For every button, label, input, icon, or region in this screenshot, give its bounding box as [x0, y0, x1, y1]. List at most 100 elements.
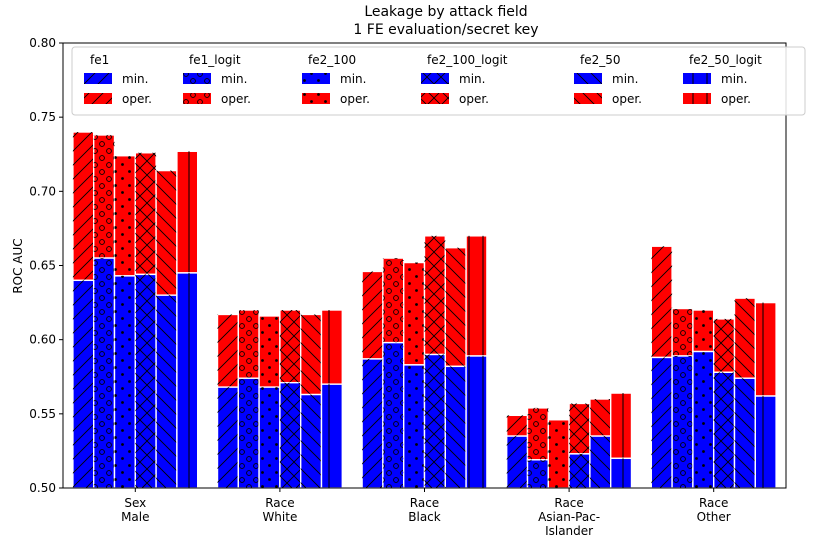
legend-series-fe2-50-logit: fe2_50_logit [689, 53, 762, 67]
bar-oper-hatch-fe2-100-logit-4 [713, 318, 735, 373]
y-tick-label: 0.60 [29, 333, 56, 347]
bar-oper-hatch-fe2-50-logit-4 [755, 302, 777, 397]
x-tick-label: Black [408, 510, 441, 524]
legend-series-fe2-100: fe2_100 [308, 53, 356, 67]
chart-title: Leakage by attack field [364, 4, 527, 20]
legend-label-fe2-100-logit-0: min. [459, 72, 485, 86]
bar-oper-hatch-fe2-100-logit-2 [424, 235, 446, 355]
bar-min-hatch-fe2-50-logit-3 [610, 458, 632, 488]
x-tick-label: Other [697, 510, 731, 524]
bar-min-hatch-fe1-0 [72, 280, 94, 488]
legend-swatch-hatch-fe2-100-logit-1 [421, 93, 449, 104]
y-tick-label: 0.55 [29, 407, 56, 421]
legend-label-fe1-logit-0: min. [221, 72, 247, 86]
y-axis-label: ROC AUC [11, 238, 25, 293]
bar-oper-hatch-fe2-100-2 [403, 262, 425, 365]
bar-min-hatch-fe2-50-logit-0 [176, 272, 198, 488]
legend-swatch-hatch-fe2-100-0 [302, 73, 330, 84]
x-tick-label: Asian-Pac- [538, 510, 600, 524]
legend-swatch-hatch-fe1-1 [84, 93, 112, 104]
bar-oper-hatch-fe2-100-0 [114, 155, 136, 276]
bar-oper-hatch-fe1-3 [506, 415, 528, 437]
bar-min-hatch-fe2-50-2 [445, 366, 467, 488]
legend-swatch-hatch-fe1-0 [84, 73, 112, 84]
bar-oper-hatch-fe1-0 [72, 132, 94, 281]
bar-min-hatch-fe2-100-logit-2 [424, 354, 446, 488]
x-tick-label: Race [265, 496, 294, 510]
bar-min-hatch-fe2-100-2 [403, 364, 425, 488]
bar-min-hatch-fe2-100-4 [692, 351, 714, 488]
legend-label-fe2-100-1: oper. [340, 92, 370, 106]
bar-min-hatch-fe1-3 [506, 436, 528, 488]
bar-min-hatch-fe2-50-logit-2 [466, 355, 487, 488]
legend-label-fe2-50-1: oper. [612, 92, 642, 106]
bar-min-hatch-fe1-2 [362, 358, 383, 488]
bar-min-hatch-fe1-logit-4 [672, 355, 693, 488]
bar-min-hatch-fe1-logit-0 [93, 258, 115, 488]
bar-min-hatch-fe1-logit-1 [238, 378, 260, 488]
bar-oper-hatch-fe2-50-3 [589, 399, 611, 437]
legend-swatch-hatch-fe2-100-1 [302, 93, 330, 104]
bar-oper-hatch-fe2-50-2 [445, 247, 467, 367]
x-tick-label: Sex [124, 496, 146, 510]
legend-label-fe1-0: min. [122, 72, 148, 86]
y-tick-label: 0.75 [29, 110, 56, 124]
bar-oper-hatch-fe2-100-logit-3 [569, 403, 590, 454]
bar-min-hatch-fe2-100-logit-3 [569, 453, 590, 488]
y-tick-label: 0.70 [29, 184, 56, 198]
legend-label-fe1-1: oper. [122, 92, 152, 106]
legend-label-fe2-100-0: min. [340, 72, 366, 86]
bar-oper-hatch-fe1-2 [362, 271, 383, 359]
bar-oper-hatch-fe1-logit-0 [93, 134, 115, 259]
bar-min-hatch-fe1-4 [651, 357, 673, 488]
x-tick-label: Male [121, 510, 149, 524]
legend-label-fe2-100-logit-1: oper. [459, 92, 489, 106]
bar-oper-hatch-fe1-logit-2 [382, 258, 404, 343]
bar-min-hatch-fe2-100-logit-0 [135, 274, 157, 488]
legend-label-fe2-50-logit-1: oper. [721, 92, 751, 106]
bar-oper-hatch-fe2-100-logit-1 [279, 310, 301, 383]
bar-min-hatch-fe2-100-logit-4 [713, 372, 735, 488]
legend-swatch-hatch-fe2-50-logit-0 [683, 73, 711, 84]
bar-min-hatch-fe2-50-logit-4 [755, 396, 777, 488]
x-tick-label: Race [554, 496, 583, 510]
bar-min-hatch-fe2-100-logit-1 [279, 382, 301, 488]
y-tick-label: 0.50 [29, 481, 56, 495]
bar-oper-hatch-fe2-50-1 [300, 314, 322, 395]
bar-oper-hatch-fe2-50-logit-1 [321, 310, 343, 385]
bar-oper-hatch-fe2-100-logit-0 [135, 152, 157, 275]
x-tick-label: Race [410, 496, 439, 510]
legend-swatch-hatch-fe2-50-0 [574, 73, 602, 84]
bar-oper-hatch-fe2-100-1 [259, 315, 280, 388]
x-tick-label: Islander [545, 524, 593, 538]
bar-min-hatch-fe2-100-1 [259, 387, 280, 488]
legend-swatch-hatch-fe2-100-logit-0 [421, 73, 449, 84]
bar-min-hatch-fe2-50-0 [156, 295, 177, 488]
bar-oper-hatch-fe1-4 [651, 246, 673, 358]
legend-series-fe1-logit: fe1_logit [189, 53, 241, 67]
bar-oper-hatch-fe1-1 [217, 314, 239, 388]
bar-oper-hatch-fe1-logit-4 [672, 308, 693, 356]
bar-oper-hatch-fe2-100-3 [548, 419, 570, 488]
legend-swatch-hatch-fe2-50-1 [574, 93, 602, 104]
bar-oper-hatch-fe2-100-4 [692, 310, 714, 352]
legend-series-fe1: fe1 [90, 53, 109, 67]
bar-oper-hatch-fe1-logit-3 [527, 407, 549, 460]
bar-min-hatch-fe2-50-3 [589, 436, 611, 488]
legend-swatch-hatch-fe2-50-logit-1 [683, 93, 711, 104]
bar-oper-hatch-fe2-50-logit-0 [176, 151, 198, 273]
x-tick-label: Race [699, 496, 728, 510]
bar-oper-hatch-fe2-50-0 [156, 170, 177, 296]
x-tick-label: White [262, 510, 297, 524]
bar-min-hatch-fe2-50-1 [300, 394, 322, 488]
legend-swatch-hatch-fe1-logit-1 [183, 93, 211, 104]
bar-oper-hatch-fe2-50-4 [734, 298, 756, 379]
bar-oper-hatch-fe1-logit-1 [238, 310, 260, 379]
bar-min-hatch-fe1-logit-2 [382, 342, 404, 488]
bar-min-hatch-fe2-50-4 [734, 378, 756, 488]
legend-label-fe1-logit-1: oper. [221, 92, 251, 106]
legend-swatch-hatch-fe1-logit-0 [183, 73, 211, 84]
legend-label-fe2-50-0: min. [612, 72, 638, 86]
plot-area: 0.500.550.600.650.700.750.80SexMaleRaceW… [29, 36, 787, 538]
